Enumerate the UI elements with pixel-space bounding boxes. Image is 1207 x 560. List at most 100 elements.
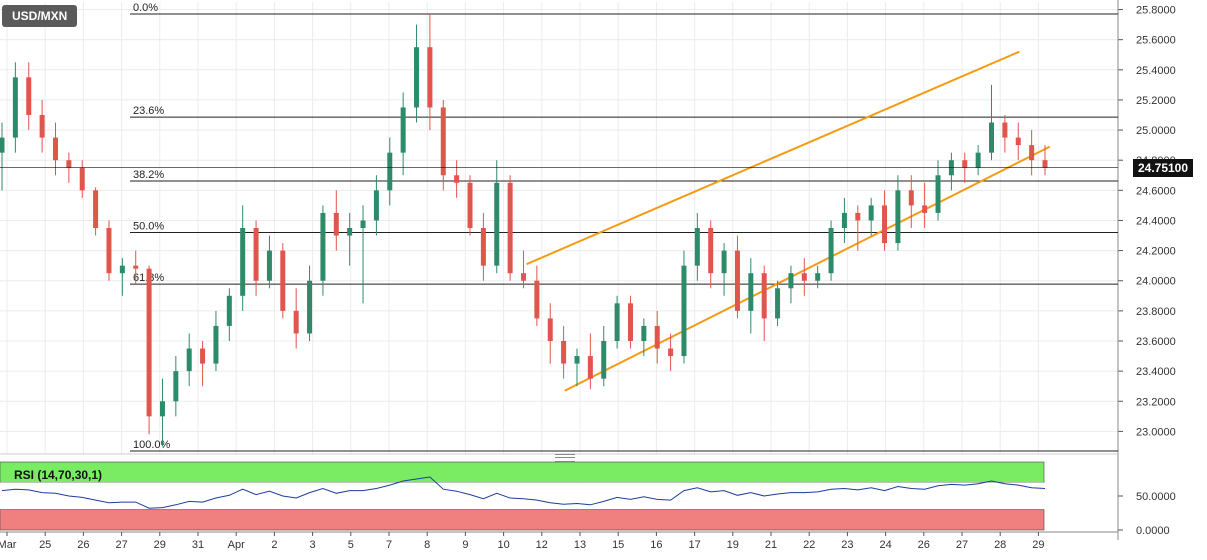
candle-body [266,250,272,281]
candle [694,212,700,281]
candle-body [347,228,353,236]
price-tick-label: 23.8000 [1136,306,1176,318]
candle-body [962,160,968,168]
candle [414,24,420,123]
candle [775,280,781,326]
candle-body [534,280,540,319]
candle-body [320,212,326,281]
candle-body [226,295,232,326]
fib-level-label: 38.2% [133,169,164,181]
candle-body [133,265,139,269]
candle-body [200,348,206,364]
price-tick-label: 24.2000 [1136,246,1176,258]
candle [173,356,179,417]
candle-body [26,77,32,115]
channel-trendline [526,50,1020,266]
candle-body [240,228,246,296]
candle [320,205,326,296]
candle [1002,115,1008,153]
price-tick-label: 24.6000 [1136,185,1176,197]
candle-body [574,356,580,364]
candle [467,175,473,236]
time-tick-label: 23 [841,539,853,551]
candle [721,243,727,296]
price-tick-label: 23.4000 [1136,366,1176,378]
candle [601,325,607,387]
candle [547,303,553,364]
candle-body [989,122,995,153]
candle [79,160,85,198]
time-tick-label: 26 [77,539,89,551]
time-tick-label: 29 [154,539,166,551]
candle-body [333,212,339,236]
candle-body [654,325,660,349]
candle-body [507,182,513,274]
candle [801,258,807,296]
candle-body [895,190,901,244]
candle-body [734,250,740,311]
candle [0,122,5,191]
candle-body [587,356,593,379]
rsi-tick-label: 0.0000 [1136,525,1170,537]
pane-resize-handle[interactable] [555,454,575,462]
candle [534,265,540,326]
candle-body [159,401,165,417]
candle [400,92,406,176]
candle [360,205,366,304]
rsi-tick-label: 50.0000 [1136,491,1176,503]
price-tick-label: 25.8000 [1136,5,1176,17]
time-tick-label: 16 [650,539,662,551]
candle-body [480,228,486,266]
candle-body [775,288,781,319]
candle [1015,122,1021,161]
candle-body [681,265,687,357]
candle [1042,145,1048,176]
candle-body [668,348,674,357]
candle-body [561,341,567,364]
time-tick-label: 10 [497,539,509,551]
candle [307,265,313,341]
candle [119,258,125,296]
candle [133,250,139,284]
time-tick-label: 13 [574,539,586,551]
candle-body [146,268,152,417]
candle [454,160,460,198]
price-tick-label: 25.4000 [1136,65,1176,77]
candle [226,288,232,341]
candle-body [828,228,834,274]
price-tick-label: 24.0000 [1136,276,1176,288]
candle [922,182,928,228]
time-tick-label: 9 [462,539,468,551]
candle [387,137,393,206]
candle-body [360,220,366,228]
candle-body [855,212,861,221]
candle-body [467,182,473,228]
candle [668,333,674,372]
candle [373,175,379,236]
candle [815,265,821,289]
candle [12,62,18,153]
time-tick-label: 28 [994,539,1006,551]
candle [989,84,995,161]
candle-body [414,47,420,108]
candle [841,197,847,244]
candle-body [293,310,299,334]
candle [708,220,714,289]
rsi-neutral-band [0,482,1044,510]
candle-body [627,303,633,341]
candle [186,333,192,387]
candle [293,288,299,349]
time-tick-label: 12 [536,539,548,551]
candle-body [213,325,219,364]
candle-body [708,228,714,274]
candle-body [106,228,112,274]
candle-body [253,228,259,281]
candle-body [922,205,928,213]
candle [828,220,834,281]
channel-trendline [564,145,1051,392]
candle [641,318,647,357]
rsi-overbought-band [0,461,1045,483]
time-tick-label: 22 [803,539,815,551]
candle-body [494,182,500,266]
